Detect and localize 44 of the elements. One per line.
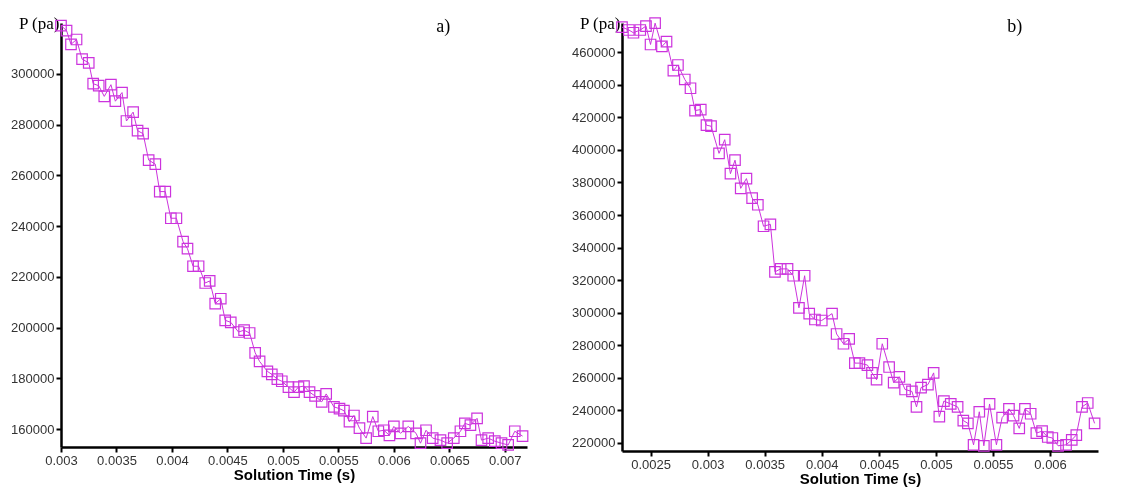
y-axis-title: P (pa) — [580, 13, 621, 33]
y-tick-label: 280000 — [11, 117, 55, 133]
y-tick-label: 320000 — [572, 272, 616, 288]
x-tick-label: 0.003 — [45, 452, 78, 468]
x-axis-title: Solution Time (s) — [799, 469, 922, 487]
y-tick-label: 160000 — [11, 421, 55, 437]
y-tick-label: 240000 — [572, 402, 616, 418]
y-tick-label: 420000 — [572, 109, 616, 125]
x-tick-label: 0.003 — [691, 456, 725, 472]
y-tick-label: 460000 — [572, 44, 616, 60]
y-tick-label: 400000 — [572, 142, 616, 158]
y-tick-label: 280000 — [572, 337, 616, 353]
x-tick-label: 0.006 — [378, 452, 411, 468]
y-tick-label: 240000 — [11, 218, 55, 234]
x-tick-label: 0.0035 — [745, 456, 786, 472]
x-tick-label: 0.004 — [805, 456, 839, 472]
chart-title: b) — [1007, 16, 1023, 37]
x-tick-label: 0.005 — [267, 452, 300, 468]
chart-title: a) — [436, 16, 451, 37]
y-tick-label: 260000 — [11, 167, 55, 183]
x-tick-label: 0.0055 — [319, 452, 359, 468]
y-tick-label: 300000 — [572, 305, 616, 321]
x-axis-title: Solution Time (s) — [233, 465, 356, 483]
y-tick-label: 360000 — [572, 207, 616, 223]
x-tick-label: 0.0045 — [208, 452, 248, 468]
y-tick-label: 220000 — [11, 269, 55, 285]
x-tick-label: 0.0035 — [97, 452, 137, 468]
x-tick-label: 0.007 — [489, 452, 522, 468]
x-tick-label: 0.0045 — [859, 456, 900, 472]
y-tick-label: 200000 — [11, 320, 55, 336]
y-tick-label: 260000 — [572, 370, 616, 386]
y-tick-label: 340000 — [572, 240, 616, 256]
x-tick-label: 0.0055 — [973, 456, 1014, 472]
y-tick-label: 180000 — [11, 370, 55, 386]
x-tick-label: 0.005 — [920, 456, 953, 472]
y-axis-title: P (pa) — [19, 13, 60, 33]
y-tick-label: 440000 — [572, 77, 616, 93]
y-tick-label: 220000 — [572, 435, 616, 451]
x-tick-label: 0.004 — [156, 452, 189, 468]
x-tick-label: 0.0025 — [631, 456, 671, 472]
x-tick-label: 0.0065 — [429, 452, 470, 468]
y-tick-label: 380000 — [572, 174, 616, 190]
x-tick-label: 0.006 — [1034, 456, 1067, 472]
y-tick-label: 300000 — [11, 66, 55, 82]
